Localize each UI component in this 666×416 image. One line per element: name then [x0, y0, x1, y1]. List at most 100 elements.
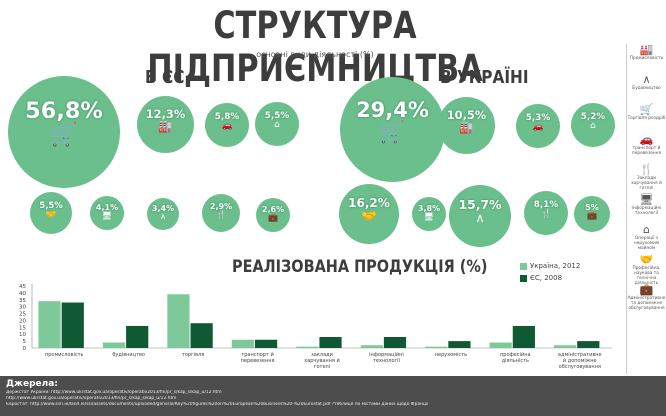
cart-icon: 🛒: [50, 122, 78, 149]
circle-value: 2,9%: [209, 201, 233, 211]
ua-circle: 16,2% 🤝: [339, 184, 399, 244]
bar: [448, 341, 471, 348]
x-tick-label: промисловість: [45, 352, 84, 358]
house-icon: ⌂: [274, 119, 280, 130]
eu-circle: 12,3% 🏭: [137, 96, 194, 153]
sidebar-item: 🖥 Інформаційні технології: [627, 194, 666, 224]
circle-value: 5,5%: [39, 200, 63, 211]
page-subtitle: основні види діяльності,(%): [256, 50, 374, 59]
y-tick-label: 5: [23, 339, 27, 345]
sidebar-item: 🤝 Професійна, наукова та технічна діяльні…: [627, 253, 666, 287]
x-tick-label: будівництво: [112, 352, 145, 358]
cart-icon: 🛒: [639, 103, 654, 116]
y-tick-label: 35: [19, 298, 26, 304]
cart-icon: 🛒: [379, 120, 406, 144]
bar: [167, 294, 190, 348]
handshake-icon: 🤝: [639, 253, 654, 266]
eu-circle: 3,4% ∧: [147, 198, 179, 230]
sidebar-item-label: Будівництво: [632, 86, 661, 91]
house-icon: ⌂: [590, 120, 596, 131]
y-tick-label: 45: [19, 284, 26, 290]
car-icon: 🚗: [639, 133, 654, 146]
circle-value: 3,8%: [417, 203, 441, 213]
bar: [319, 336, 342, 348]
bar: [383, 336, 407, 348]
x-tick-label: нерухомість: [435, 352, 467, 358]
x-tick-label: заклади харчування й готелі: [304, 352, 340, 370]
circle-value: 56,8%: [25, 98, 103, 125]
sidebar-item: 🛒 Торгівля роздріб: [627, 104, 666, 134]
bar: [425, 346, 448, 348]
y-tick-label: 15: [19, 325, 26, 331]
bar: [577, 341, 600, 348]
legend-label-eu: ЄС, 2008: [530, 274, 563, 282]
sidebar-item-label: Операції з нерухомим майном: [633, 236, 660, 251]
bar: [254, 339, 278, 348]
y-tick-label: 10: [19, 332, 26, 338]
eu-circle: 5,5% ⌂: [255, 102, 299, 146]
bar: [102, 342, 126, 348]
bar: [489, 342, 512, 348]
sidebar-item: 🍴 Заклади харчування й готелі: [627, 164, 666, 194]
monitor-icon: 🖥: [423, 211, 435, 221]
circle-value: 4,1%: [95, 202, 119, 212]
circle-value: 5,2%: [580, 111, 606, 122]
bar: [512, 325, 535, 348]
briefcase-icon: 💼: [268, 212, 278, 222]
ua-circle: 29,4% 🛒: [340, 77, 445, 182]
sidebar-item-label: Торгівля роздріб: [627, 116, 666, 121]
factory-icon: 🏭: [459, 120, 474, 135]
eu-circle: 4,1% 🖥: [90, 196, 124, 230]
ua-circle: 3,8% 🖥: [412, 197, 446, 231]
ua-section-title: В УКРАЇНІ: [440, 67, 529, 88]
sidebar-item: ⌂ Операції з нерухомим майном: [627, 224, 666, 254]
ua-circle: 10,5% 🏭: [438, 97, 495, 154]
bar: [190, 323, 213, 348]
circle-value: 5%: [585, 203, 599, 213]
handshake-icon: 🤝: [45, 209, 57, 220]
x-tick-label: професійна діяльність: [500, 351, 531, 364]
source-line: http://www.ukrstat.gov.ua/operativ/opera…: [6, 396, 177, 401]
bar: [38, 301, 61, 348]
bar: [61, 302, 84, 348]
bar: [231, 339, 254, 348]
sidebar-item-label: Адміністративне та допоміжне обслуговува…: [627, 296, 666, 311]
legend-label-ukraine: Україна, 2012: [530, 262, 581, 270]
circle-value: 10,5%: [446, 108, 487, 123]
monitor-icon: 🖥: [101, 210, 113, 220]
y-tick-label: 40: [19, 291, 26, 297]
eu-circle: 5,5% 🤝: [30, 192, 72, 234]
car-icon: 🚗: [532, 121, 544, 132]
sidebar-item-label: Заклади харчування й готелі: [631, 176, 662, 191]
eu-circle: 2,9% 🍴: [202, 194, 240, 232]
circle-value: 3,4%: [151, 204, 175, 214]
sources-footer: Джерела: Держстат України: http://www.uk…: [0, 376, 666, 416]
legend-item-ukraine: Україна, 2012: [520, 262, 580, 270]
x-tick-label: транспорт й перевезення: [241, 351, 275, 364]
bar: [126, 325, 149, 348]
circle-value: 2,6%: [261, 204, 285, 214]
bar: [360, 345, 383, 348]
page-title: СТРУКТУРА ПІДПРИЄМНИЦТВА: [147, 4, 483, 90]
cutlery-icon: 🍴: [216, 209, 226, 219]
eu-circle: 5,8% 🚗: [205, 103, 249, 147]
circle-value: 16,2%: [348, 196, 390, 210]
cutlery-icon: 🍴: [639, 163, 654, 176]
house-icon: ⌂: [643, 223, 650, 236]
handshake-icon: 🤝: [361, 209, 377, 223]
category-sidebar: 🏭 Промисловість ∧ Будівництво 🛒 Торгівля розд…: [626, 44, 666, 374]
source-line: Держстат України: http://www.ukrstat.gov…: [6, 390, 222, 395]
sidebar-item-label: Інформаційні технології: [631, 206, 662, 216]
x-tick-label: інформаційні технології: [369, 351, 404, 364]
monitor-icon: 🖥: [639, 193, 654, 206]
y-tick-label: 20: [19, 318, 26, 324]
bar: [296, 346, 319, 348]
eu-circle: 2,6% 💼: [256, 198, 290, 232]
chart-legend: Україна, 2012 ЄС, 2008: [520, 262, 580, 286]
sidebar-item: 💼 Адміністративне та допоміжне обслуговув…: [627, 284, 666, 314]
sources-title: Джерела:: [6, 379, 58, 389]
ua-circle: 5% 💼: [574, 196, 610, 232]
circle-value: 29,4%: [356, 98, 429, 122]
ua-circle: 5,2% ⌂: [571, 103, 615, 147]
